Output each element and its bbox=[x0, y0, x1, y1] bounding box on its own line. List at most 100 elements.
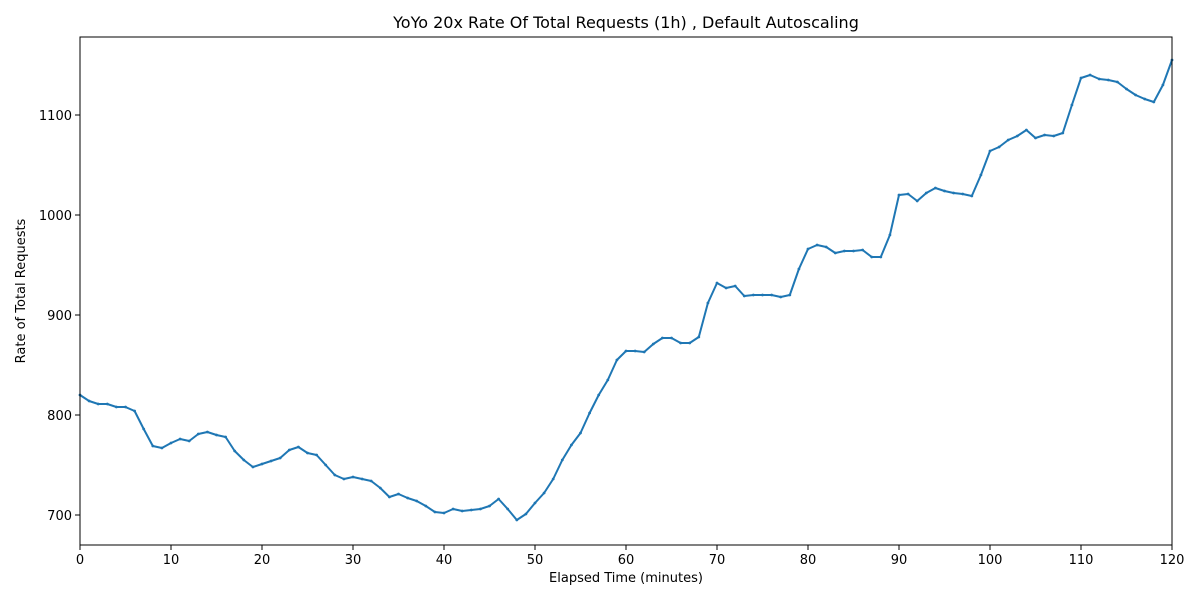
data-point bbox=[160, 446, 164, 450]
x-tick-label: 30 bbox=[345, 553, 362, 568]
chart-title: YoYo 20x Rate Of Total Requests (1h) , D… bbox=[392, 13, 859, 32]
data-point bbox=[961, 192, 965, 196]
y-tick-label: 1000 bbox=[39, 209, 72, 224]
data-point bbox=[615, 358, 619, 362]
data-point bbox=[997, 145, 1001, 149]
data-point bbox=[934, 186, 937, 190]
data-point bbox=[215, 433, 218, 437]
data-point bbox=[924, 191, 928, 195]
data-point bbox=[870, 255, 874, 259]
y-tick-label: 800 bbox=[47, 409, 72, 424]
data-point bbox=[752, 293, 755, 297]
data-point bbox=[1106, 78, 1110, 82]
x-tick-label: 110 bbox=[1069, 553, 1094, 568]
data-point bbox=[606, 378, 610, 382]
data-point bbox=[1025, 128, 1028, 132]
data-point bbox=[451, 507, 455, 511]
data-point bbox=[879, 255, 883, 259]
data-point bbox=[196, 432, 200, 436]
x-axis: 0 10 20 30 40 50 60 70 80 90 100 110 120 bbox=[76, 545, 1185, 568]
data-point bbox=[151, 444, 155, 448]
data-point bbox=[688, 341, 692, 345]
data-point bbox=[242, 458, 246, 462]
data-point bbox=[1125, 87, 1128, 91]
data-point bbox=[770, 293, 773, 297]
data-point bbox=[733, 284, 737, 288]
data-point bbox=[1079, 76, 1083, 80]
y-axis-label: Rate of Total Requests bbox=[14, 218, 29, 363]
data-point bbox=[779, 295, 783, 299]
data-point bbox=[1052, 134, 1056, 138]
data-point bbox=[415, 499, 419, 503]
data-point bbox=[1116, 80, 1119, 84]
data-point bbox=[297, 445, 300, 449]
data-point bbox=[624, 349, 628, 353]
plot-frame bbox=[79, 36, 1173, 546]
series-line bbox=[79, 59, 1173, 521]
data-point bbox=[551, 477, 555, 481]
data-point bbox=[287, 448, 291, 452]
data-point bbox=[351, 475, 355, 479]
data-point bbox=[1015, 134, 1019, 138]
data-point bbox=[588, 411, 591, 415]
data-point bbox=[1034, 136, 1037, 140]
data-point bbox=[406, 496, 409, 500]
data-point bbox=[788, 293, 792, 297]
data-point bbox=[815, 243, 819, 247]
data-point bbox=[988, 149, 992, 153]
data-point bbox=[1043, 133, 1046, 137]
data-point bbox=[1061, 131, 1065, 135]
x-tick-label: 100 bbox=[978, 553, 1003, 568]
data-point bbox=[115, 405, 118, 409]
data-point bbox=[315, 453, 318, 457]
data-point bbox=[506, 507, 510, 511]
data-point bbox=[488, 504, 491, 508]
data-point bbox=[233, 449, 237, 453]
x-tick-label: 60 bbox=[618, 553, 635, 568]
data-point bbox=[843, 249, 846, 253]
x-tick-label: 80 bbox=[800, 553, 817, 568]
data-point bbox=[224, 435, 228, 439]
data-point bbox=[742, 294, 746, 298]
data-point bbox=[861, 248, 864, 252]
data-point bbox=[560, 458, 564, 462]
data-point bbox=[597, 393, 601, 397]
plot-area bbox=[78, 58, 1174, 522]
data-point bbox=[1161, 83, 1165, 87]
data-point bbox=[87, 399, 91, 403]
x-tick-label: 70 bbox=[709, 553, 726, 568]
data-point bbox=[324, 463, 328, 467]
data-point bbox=[460, 509, 464, 513]
data-point bbox=[187, 439, 191, 443]
data-point bbox=[943, 189, 946, 193]
data-point bbox=[424, 504, 428, 508]
data-point bbox=[1143, 97, 1147, 101]
data-point bbox=[469, 508, 473, 512]
x-tick-label: 50 bbox=[527, 553, 544, 568]
data-point bbox=[278, 456, 282, 460]
data-point bbox=[1097, 77, 1101, 81]
data-point bbox=[651, 342, 655, 346]
x-tick-label: 120 bbox=[1160, 553, 1185, 568]
data-point bbox=[706, 301, 710, 305]
data-point bbox=[724, 286, 728, 290]
data-point bbox=[333, 473, 337, 477]
data-point bbox=[1152, 100, 1156, 104]
data-point bbox=[852, 249, 855, 253]
data-point bbox=[178, 437, 182, 441]
data-point bbox=[306, 451, 309, 455]
data-point bbox=[96, 402, 100, 406]
y-tick-label: 1100 bbox=[39, 109, 72, 124]
data-point bbox=[369, 479, 373, 483]
y-tick-label: 700 bbox=[47, 509, 72, 524]
data-point bbox=[133, 409, 137, 413]
data-point bbox=[1134, 93, 1137, 97]
data-point bbox=[797, 267, 801, 271]
data-point bbox=[269, 459, 273, 463]
data-point bbox=[679, 341, 682, 345]
data-point bbox=[570, 443, 573, 447]
data-point bbox=[388, 495, 391, 499]
x-tick-label: 40 bbox=[436, 553, 453, 568]
data-point bbox=[533, 501, 537, 505]
